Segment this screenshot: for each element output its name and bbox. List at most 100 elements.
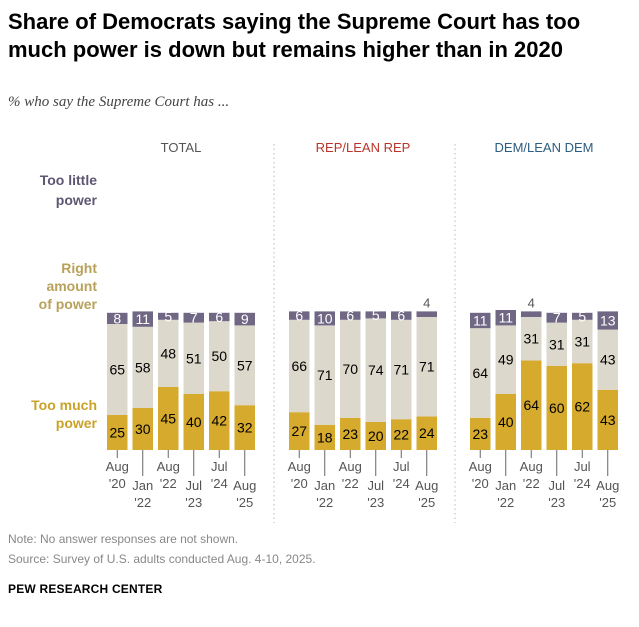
bar-right-amount bbox=[391, 319, 412, 420]
label-too-much: 64 bbox=[523, 397, 539, 413]
row-label-too-little: Too little bbox=[40, 172, 97, 188]
bar-right-amount bbox=[365, 318, 386, 422]
bar-too-much bbox=[391, 419, 412, 450]
label-too-much: 32 bbox=[237, 420, 253, 436]
bar-right-amount bbox=[572, 319, 593, 364]
label-right-amount: 48 bbox=[160, 345, 176, 361]
label-too-little: 5 bbox=[372, 307, 380, 323]
bar-right-amount bbox=[107, 324, 128, 415]
label-right-amount: 74 bbox=[368, 362, 384, 378]
x-tick-label-year: '22 bbox=[497, 495, 514, 510]
label-too-much: 62 bbox=[574, 399, 590, 415]
label-too-little: 5 bbox=[164, 308, 172, 324]
row-label-right-amount: of power bbox=[39, 296, 98, 312]
bar-too-much bbox=[365, 422, 386, 450]
label-too-little: 10 bbox=[317, 310, 333, 326]
label-right-amount: 64 bbox=[472, 365, 488, 381]
chart-subtitle: % who say the Supreme Court has ... bbox=[8, 94, 230, 110]
label-right-amount: 70 bbox=[342, 361, 358, 377]
x-tick-label-month: Jul bbox=[185, 478, 202, 493]
bar-right-amount bbox=[234, 325, 255, 406]
bar-too-little bbox=[183, 312, 204, 323]
label-right-amount: 49 bbox=[498, 352, 514, 368]
bar-too-little bbox=[416, 311, 437, 317]
label-too-little: 6 bbox=[346, 308, 354, 324]
bar-too-little bbox=[289, 311, 310, 320]
row-label-right-amount: Right bbox=[61, 260, 97, 276]
bar-too-little bbox=[234, 312, 255, 326]
label-too-much: 42 bbox=[211, 413, 227, 429]
bar-too-little bbox=[521, 311, 542, 317]
bar-too-little bbox=[546, 312, 567, 323]
label-right-amount: 71 bbox=[393, 362, 409, 378]
bar-too-little bbox=[158, 312, 179, 320]
label-too-little: 11 bbox=[498, 310, 513, 326]
bar-too-little bbox=[107, 312, 128, 324]
x-tick-label-year: '20 bbox=[472, 476, 489, 491]
x-tick-label-month: Jan bbox=[495, 478, 516, 493]
bar-too-much bbox=[209, 391, 230, 450]
x-tick-label-month: Aug bbox=[106, 459, 129, 474]
bar-too-much bbox=[107, 415, 128, 450]
bar-right-amount bbox=[495, 325, 516, 394]
chart-title: Share of Democrats saying the Supreme Co… bbox=[8, 9, 581, 62]
bar-right-amount bbox=[546, 322, 567, 366]
chart-source: Source: Survey of U.S. adults conducted … bbox=[8, 552, 316, 566]
label-too-much: 20 bbox=[368, 428, 384, 444]
label-too-much: 40 bbox=[498, 414, 514, 430]
label-too-little: 13 bbox=[600, 313, 616, 329]
x-tick-label-month: Aug bbox=[469, 459, 492, 474]
label-right-amount: 57 bbox=[237, 357, 253, 373]
x-tick-label-month: Aug bbox=[520, 459, 543, 474]
label-too-little: 4 bbox=[528, 295, 535, 310]
label-too-little: 4 bbox=[423, 295, 430, 310]
bar-too-little bbox=[209, 312, 230, 322]
label-too-much: 18 bbox=[317, 429, 333, 445]
label-too-much: 24 bbox=[419, 425, 435, 441]
panel-title-1: REP/LEAN REP bbox=[316, 140, 411, 155]
bar-right-amount bbox=[521, 317, 542, 361]
label-too-little: 6 bbox=[295, 308, 303, 324]
bar-right-amount bbox=[183, 322, 204, 394]
label-too-little: 6 bbox=[397, 308, 405, 324]
x-tick-label-month: Jul bbox=[548, 478, 565, 493]
bar-too-much bbox=[521, 360, 542, 450]
label-right-amount: 58 bbox=[135, 359, 151, 375]
x-tick-label-month: Aug bbox=[233, 478, 256, 493]
bar-too-much bbox=[470, 417, 491, 450]
label-right-amount: 65 bbox=[109, 362, 125, 378]
bar-too-much bbox=[546, 366, 567, 450]
row-label-right-amount: amount bbox=[46, 278, 97, 294]
bar-right-amount bbox=[209, 321, 230, 392]
bar-right-amount bbox=[289, 319, 310, 413]
label-too-much: 23 bbox=[472, 426, 488, 442]
label-right-amount: 71 bbox=[317, 367, 333, 383]
label-right-amount: 71 bbox=[419, 359, 435, 375]
bar-too-little bbox=[365, 311, 386, 319]
bar-too-much bbox=[234, 405, 255, 450]
x-tick-label-year: '23 bbox=[548, 495, 565, 510]
label-right-amount: 66 bbox=[291, 358, 307, 374]
bar-too-little bbox=[470, 312, 491, 329]
x-tick-label-year: '20 bbox=[291, 476, 308, 491]
x-tick-label-year: '24 bbox=[211, 476, 228, 491]
bar-right-amount bbox=[597, 329, 618, 390]
bar-too-much bbox=[289, 412, 310, 450]
stacked-bar-chart: Too little power Right amount of power Too mu… bbox=[31, 140, 619, 523]
x-tick-label-month: Jan bbox=[132, 478, 153, 493]
brand-name: PEW RESEARCH CENTER bbox=[8, 582, 163, 596]
x-tick-label-year: '25 bbox=[418, 495, 435, 510]
bar-too-much bbox=[132, 408, 153, 450]
x-tick-label-month: Jul bbox=[393, 459, 410, 474]
x-tick-label-year: '24 bbox=[574, 476, 591, 491]
bar-too-little bbox=[132, 311, 153, 327]
label-right-amount: 50 bbox=[211, 348, 227, 364]
label-too-much: 22 bbox=[393, 427, 409, 443]
bar-right-amount bbox=[340, 319, 361, 418]
x-tick-label-year: '22 bbox=[523, 476, 540, 491]
x-tick-label-year: '24 bbox=[393, 476, 410, 491]
bar-too-much bbox=[572, 363, 593, 450]
bar-too-much bbox=[158, 387, 179, 450]
panel-title-2: DEM/LEAN DEM bbox=[495, 140, 594, 155]
x-tick-label-month: Aug bbox=[288, 459, 311, 474]
